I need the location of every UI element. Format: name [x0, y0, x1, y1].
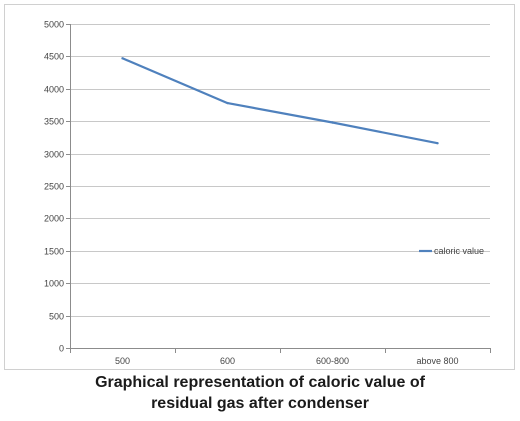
- x-tick-label-1: 600: [220, 356, 235, 366]
- y-tick-label-6: 3000: [44, 150, 64, 160]
- y-tick-label-2: 1000: [44, 279, 64, 289]
- y-tick-label-4: 2000: [44, 214, 64, 224]
- y-tick-label-8: 4000: [44, 85, 64, 95]
- y-tick-label-5: 2500: [44, 182, 64, 192]
- data-point-0-2: [331, 121, 334, 124]
- y-tick-label-0: 0: [59, 344, 64, 354]
- series-line-0: [122, 57, 438, 145]
- chart-border: [4, 4, 515, 370]
- chart-title-line-1: Graphical representation of caloric valu…: [95, 374, 425, 391]
- x-tick-label-2: 600-800: [316, 356, 349, 366]
- data-point-0-0: [121, 57, 124, 60]
- y-tick-label-7: 3500: [44, 117, 64, 127]
- chart-title: Graphical representation of caloric valu…: [0, 372, 520, 414]
- x-tick-label-0: 500: [115, 356, 130, 366]
- y-tick-label-10: 5000: [44, 20, 64, 30]
- x-tick-label-3: above 800: [416, 356, 458, 366]
- chart-title-line-2: residual gas after condenser: [151, 395, 369, 412]
- y-tick-label-1: 500: [49, 312, 64, 322]
- data-point-0-3: [436, 142, 439, 145]
- legend-label-0: caloric value: [434, 246, 484, 256]
- data-point-0-1: [226, 101, 229, 105]
- y-tick-label-3: 1500: [44, 247, 64, 257]
- y-tick-label-9: 4500: [44, 52, 64, 62]
